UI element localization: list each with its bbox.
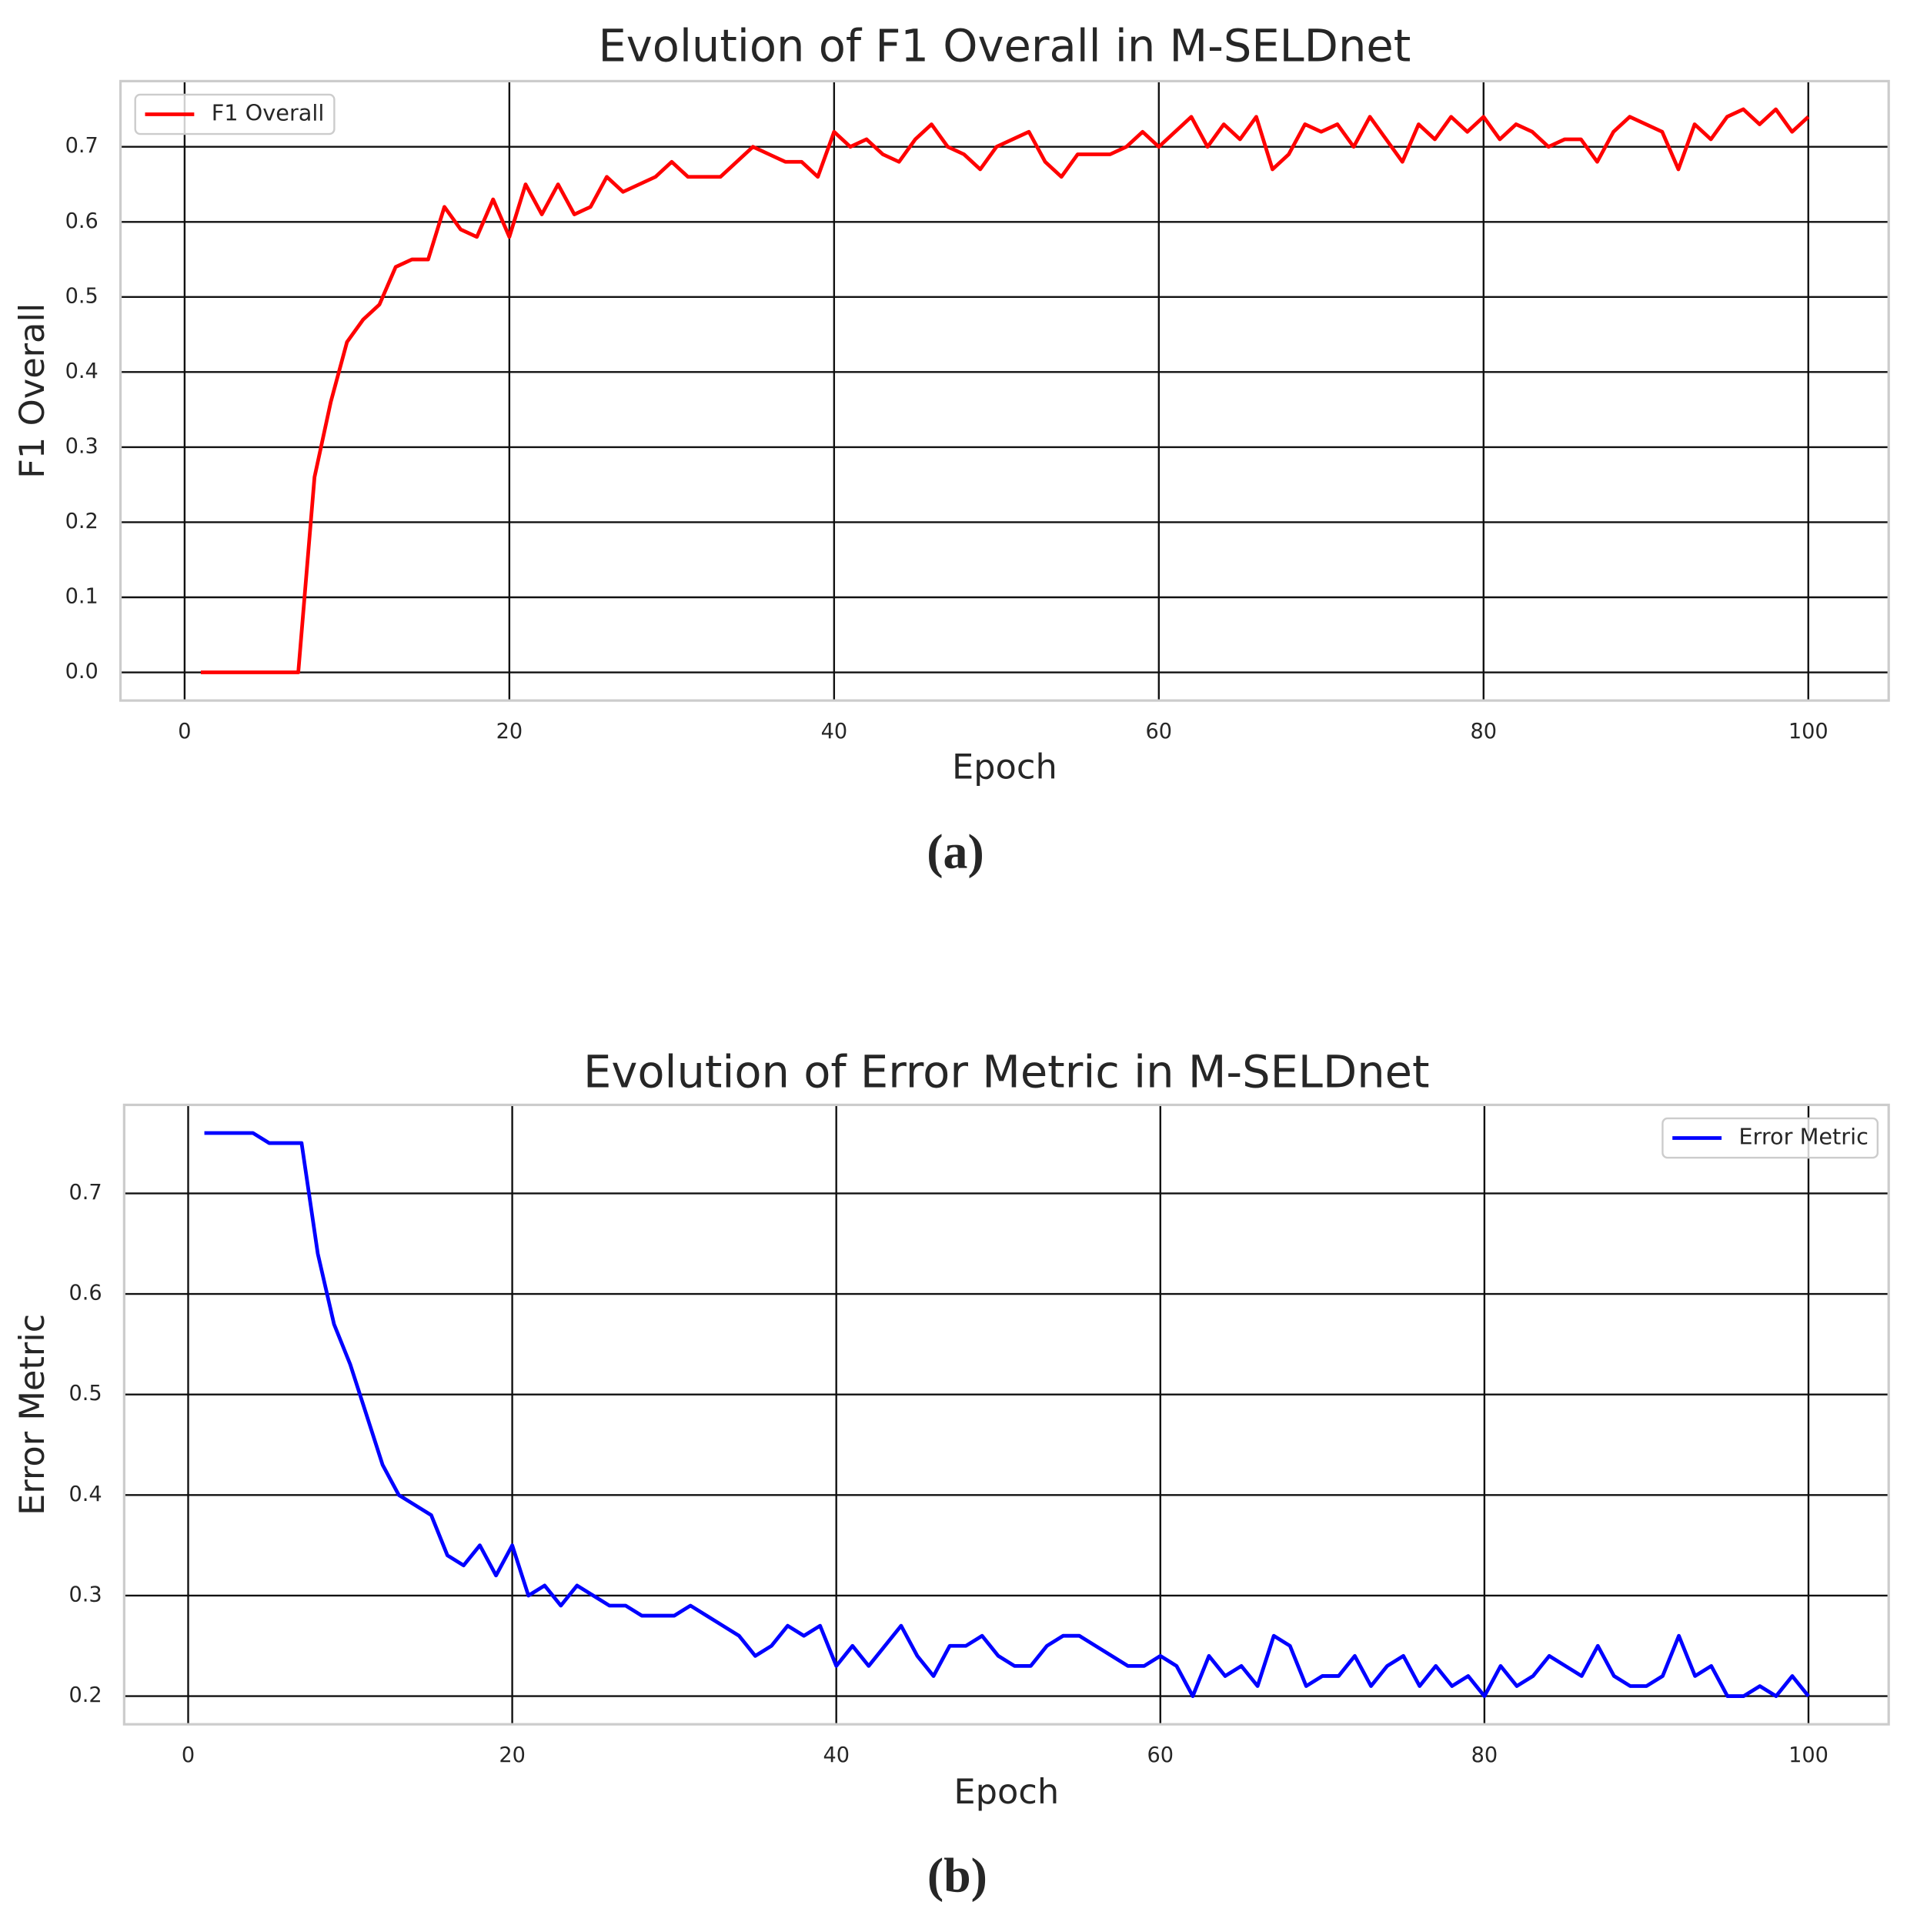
legend-box bbox=[134, 93, 336, 135]
x-tick-label: 100 bbox=[1788, 720, 1828, 744]
chart-title: Evolution of F1 Overall in M-SELDnet bbox=[598, 20, 1411, 72]
y-tick-label: 0.5 bbox=[65, 284, 99, 308]
y-tick-label: 0.1 bbox=[65, 584, 99, 608]
legend-label: Error Metric bbox=[1738, 1124, 1869, 1150]
y-tick-label: 0.2 bbox=[65, 510, 99, 533]
legend-label: F1 Overall bbox=[212, 99, 325, 125]
x-axis-label: Epoch bbox=[953, 1772, 1059, 1812]
y-tick-label: 0.3 bbox=[68, 1583, 102, 1606]
x-tick-label: 20 bbox=[496, 720, 523, 744]
y-tick-label: 0.6 bbox=[65, 209, 99, 233]
x-tick-label: 60 bbox=[1146, 720, 1173, 744]
y-tick-label: 0.5 bbox=[68, 1382, 102, 1406]
x-tick-label: 20 bbox=[499, 1743, 526, 1767]
chart-title: Evolution of Error Metric in M-SELDnet bbox=[583, 1047, 1430, 1098]
x-tick-label: 100 bbox=[1788, 1743, 1828, 1767]
y-tick-label: 0.7 bbox=[68, 1181, 102, 1205]
x-axis-label: Epoch bbox=[952, 747, 1057, 787]
panel-caption: (b) bbox=[927, 1848, 987, 1903]
data-line bbox=[200, 107, 1810, 674]
y-axis-label: F1 Overall bbox=[12, 303, 52, 479]
x-tick-label: 80 bbox=[1471, 1743, 1498, 1767]
y-tick-label: 0.7 bbox=[65, 134, 99, 158]
y-tick-label: 0.2 bbox=[68, 1683, 102, 1707]
plot-frame bbox=[122, 1103, 1890, 1726]
y-tick-label: 0.0 bbox=[65, 660, 99, 684]
x-tick-label: 60 bbox=[1147, 1743, 1174, 1767]
x-tick-label: 40 bbox=[821, 720, 848, 744]
x-tick-label: 40 bbox=[823, 1743, 850, 1767]
plot-frame bbox=[119, 79, 1890, 702]
panel-caption: (a) bbox=[927, 824, 984, 879]
legend-box bbox=[1662, 1117, 1879, 1159]
y-tick-label: 0.3 bbox=[65, 434, 99, 458]
y-tick-label: 0.4 bbox=[68, 1482, 102, 1506]
y-axis-label: Error Metric bbox=[12, 1314, 52, 1516]
data-line bbox=[204, 1131, 1810, 1698]
x-tick-label: 0 bbox=[178, 720, 191, 744]
y-tick-label: 0.6 bbox=[68, 1282, 102, 1305]
x-tick-label: 80 bbox=[1471, 720, 1498, 744]
x-tick-label: 0 bbox=[182, 1743, 195, 1767]
y-tick-label: 0.4 bbox=[65, 359, 99, 383]
